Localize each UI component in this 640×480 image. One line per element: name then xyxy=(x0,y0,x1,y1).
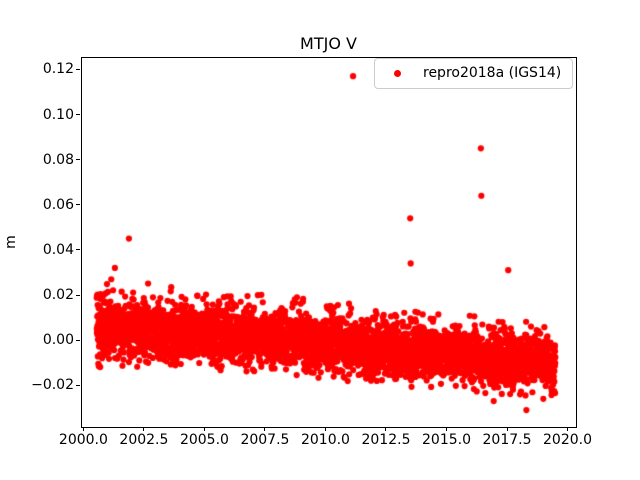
y-tick-label: 0.00 xyxy=(42,332,74,349)
y-tick-label: 0.10 xyxy=(42,106,74,123)
legend: repro2018a (IGS14) xyxy=(374,58,573,89)
y-tick-label: 0.06 xyxy=(42,196,74,213)
plot-area xyxy=(81,57,577,428)
x-tick-mark xyxy=(82,427,84,431)
y-tick-label: 0.12 xyxy=(42,61,74,78)
x-tick-label: 2007.5 xyxy=(240,432,290,448)
x-tick-mark xyxy=(203,427,205,431)
chart-title: MTJO V xyxy=(300,34,357,53)
y-tick-label: −0.02 xyxy=(31,377,74,394)
y-tick-mark xyxy=(76,294,80,296)
x-tick-label: 2000.0 xyxy=(58,432,108,448)
x-tick-label: 2020.0 xyxy=(543,432,593,448)
y-tick-label: 0.08 xyxy=(42,151,74,168)
y-tick-mark xyxy=(76,68,80,70)
y-tick-label: 0.04 xyxy=(42,241,74,258)
y-tick-mark xyxy=(76,204,80,206)
x-tick-mark xyxy=(264,427,266,431)
y-tick-mark xyxy=(76,159,80,161)
x-tick-mark xyxy=(567,427,569,431)
x-tick-mark xyxy=(446,427,447,431)
x-tick-mark xyxy=(506,427,508,431)
x-tick-label: 2017.5 xyxy=(482,432,532,448)
x-tick-mark xyxy=(324,427,326,431)
y-tick-mark xyxy=(76,249,80,251)
x-tick-label: 2002.5 xyxy=(119,432,169,448)
x-tick-label: 2005.0 xyxy=(179,432,229,448)
x-tick-label: 2015.0 xyxy=(422,432,471,448)
y-axis-label: m xyxy=(3,235,19,249)
x-tick-mark xyxy=(385,427,387,431)
x-tick-label: 2010.0 xyxy=(300,432,350,448)
y-tick-mark xyxy=(76,114,80,116)
y-tick-label: 0.02 xyxy=(42,287,74,304)
x-tick-mark xyxy=(143,427,145,431)
y-tick-mark xyxy=(76,339,80,341)
legend-label: repro2018a (IGS14) xyxy=(423,65,562,81)
y-tick-mark xyxy=(76,384,80,386)
legend-marker-dot xyxy=(394,70,401,77)
x-tick-label: 2012.5 xyxy=(361,432,411,448)
